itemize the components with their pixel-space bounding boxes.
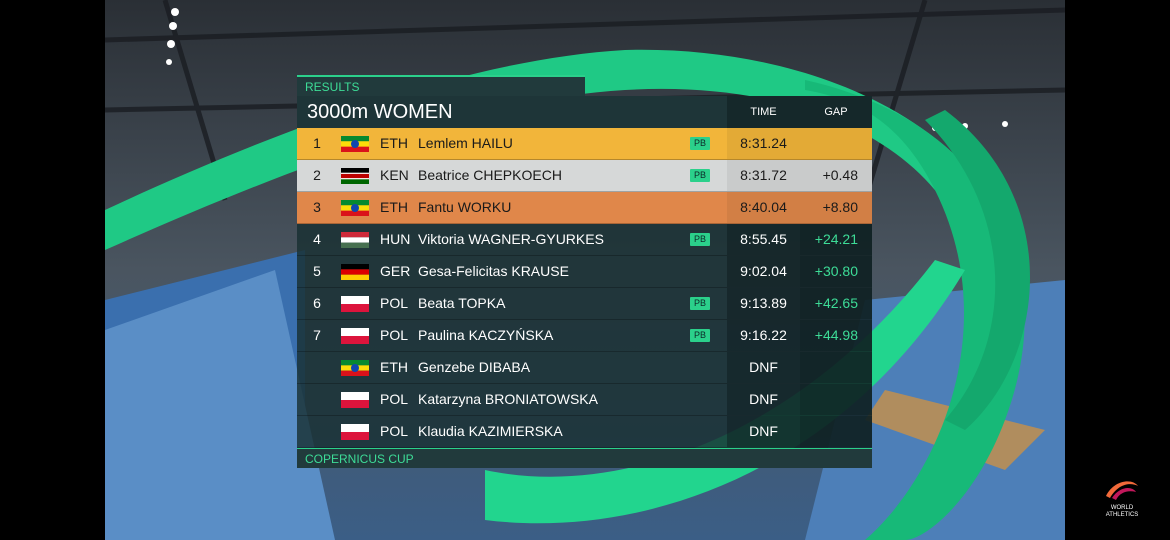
gap: +44.98: [800, 320, 872, 351]
flag: [341, 392, 369, 408]
personal-best-badge: PB: [690, 169, 710, 182]
athlete-name: Beata TOPKA: [418, 295, 506, 311]
country-code: POL: [380, 423, 409, 439]
athlete-name: Gesa-Felicitas KRAUSE: [418, 263, 569, 279]
rank: 5: [313, 263, 321, 279]
flag: [341, 168, 369, 184]
country-code: KEN: [380, 167, 409, 183]
result-row: POL Katarzyna BRONIATOWSKA DNF: [297, 384, 872, 416]
country-code: GER: [380, 263, 411, 279]
rank: 1: [313, 135, 321, 151]
country-code: POL: [380, 295, 409, 311]
time: 9:16.22: [727, 320, 800, 351]
result-row: POL Klaudia KAZIMIERSKA DNF: [297, 416, 872, 448]
logo-text: ATHLETICS: [1105, 512, 1139, 518]
time: 8:31.72: [727, 160, 800, 191]
gap-header: GAP: [800, 96, 872, 128]
result-row: 7 POL Paulina KACZYŃSKA PB 9:16.22 +44.98: [297, 320, 872, 352]
flag: [341, 424, 369, 440]
result-row: 2 KEN Beatrice CHEPKOECH PB 8:31.72 +0.48: [297, 160, 872, 192]
result-row: 5 GER Gesa-Felicitas KRAUSE 9:02.04 +30.80: [297, 256, 872, 288]
logo-mark: [1106, 481, 1138, 500]
athlete-name: Beatrice CHEPKOECH: [418, 167, 562, 183]
athlete-name: Lemlem HAILU: [418, 135, 513, 151]
world-athletics-logo: WORLD ATHLETICS: [1098, 476, 1146, 519]
gap: +42.65: [800, 288, 872, 319]
personal-best-badge: PB: [690, 329, 710, 342]
event-title: 3000m WOMEN: [297, 96, 727, 128]
result-row: ETH Genzebe DIBABA DNF: [297, 352, 872, 384]
athlete-name: Katarzyna BRONIATOWSKA: [418, 391, 598, 407]
time: 9:02.04: [727, 256, 800, 287]
gap: [800, 416, 872, 447]
flag: [341, 136, 369, 152]
time-header: TIME: [727, 96, 800, 128]
gap: +24.21: [800, 224, 872, 255]
gap: [800, 128, 872, 159]
time: 9:13.89: [727, 288, 800, 319]
country-code: POL: [380, 327, 409, 343]
athlete-name: Paulina KACZYŃSKA: [418, 327, 554, 343]
country-code: ETH: [380, 359, 408, 375]
gap: +30.80: [800, 256, 872, 287]
country-code: POL: [380, 391, 409, 407]
flag: [341, 360, 369, 376]
results-label: RESULTS: [297, 75, 585, 96]
personal-best-badge: PB: [690, 137, 710, 150]
rank: 3: [313, 199, 321, 215]
result-row: 6 POL Beata TOPKA PB 9:13.89 +42.65: [297, 288, 872, 320]
competition-name: COPERNICUS CUP: [297, 448, 872, 468]
rank: 2: [313, 167, 321, 183]
personal-best-badge: PB: [690, 297, 710, 310]
time: 8:40.04: [727, 192, 800, 223]
time: DNF: [727, 416, 800, 447]
athlete-name: Fantu WORKU: [418, 199, 512, 215]
flag: [341, 232, 369, 248]
gap: +8.80: [800, 192, 872, 223]
time: DNF: [727, 384, 800, 415]
result-row: 1 ETH Lemlem HAILU PB 8:31.24: [297, 128, 872, 160]
athlete-name: Klaudia KAZIMIERSKA: [418, 423, 563, 439]
personal-best-badge: PB: [690, 233, 710, 246]
gap: [800, 384, 872, 415]
flag: [341, 296, 369, 312]
gap: +0.48: [800, 160, 872, 191]
time: 8:31.24: [727, 128, 800, 159]
athlete-name: Viktoria WAGNER-GYURKES: [418, 231, 604, 247]
result-row: 3 ETH Fantu WORKU 8:40.04 +8.80: [297, 192, 872, 224]
time: DNF: [727, 352, 800, 383]
country-code: ETH: [380, 199, 408, 215]
rank: 7: [313, 327, 321, 343]
rank: 4: [313, 231, 321, 247]
flag: [341, 328, 369, 344]
result-row: 4 HUN Viktoria WAGNER-GYURKES PB 8:55.45 +24.…: [297, 224, 872, 256]
country-code: HUN: [380, 231, 411, 247]
country-code: ETH: [380, 135, 408, 151]
gap: [800, 352, 872, 383]
logo-text: WORLD: [1110, 505, 1134, 511]
time: 8:55.45: [727, 224, 800, 255]
athlete-name: Genzebe DIBABA: [418, 359, 531, 375]
flag: [341, 264, 369, 280]
flag: [341, 200, 369, 216]
rank: 6: [313, 295, 321, 311]
